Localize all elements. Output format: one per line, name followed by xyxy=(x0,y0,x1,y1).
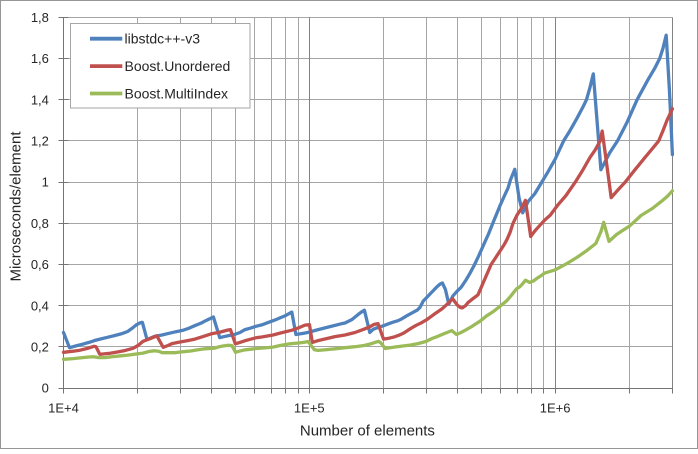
svg-text:Number of elements: Number of elements xyxy=(300,423,435,440)
svg-text:Boost.MultiIndex: Boost.MultiIndex xyxy=(125,85,229,101)
svg-text:0,2: 0,2 xyxy=(31,340,49,355)
svg-text:1E+6: 1E+6 xyxy=(540,401,571,416)
svg-text:1,6: 1,6 xyxy=(31,51,49,66)
svg-text:libstdc++-v3: libstdc++-v3 xyxy=(125,31,201,47)
svg-text:Boost.Unordered: Boost.Unordered xyxy=(125,58,231,74)
svg-text:1,8: 1,8 xyxy=(31,10,49,25)
svg-text:0,8: 0,8 xyxy=(31,216,49,231)
svg-text:1,4: 1,4 xyxy=(31,92,49,107)
svg-text:0: 0 xyxy=(42,381,49,396)
svg-text:1,2: 1,2 xyxy=(31,134,49,149)
svg-text:1E+5: 1E+5 xyxy=(294,401,325,416)
svg-text:1E+4: 1E+4 xyxy=(48,401,79,416)
svg-text:0,4: 0,4 xyxy=(31,298,49,313)
svg-text:1: 1 xyxy=(42,175,49,190)
svg-text:Microseconds/element: Microseconds/element xyxy=(8,131,25,282)
svg-text:0,6: 0,6 xyxy=(31,257,49,272)
